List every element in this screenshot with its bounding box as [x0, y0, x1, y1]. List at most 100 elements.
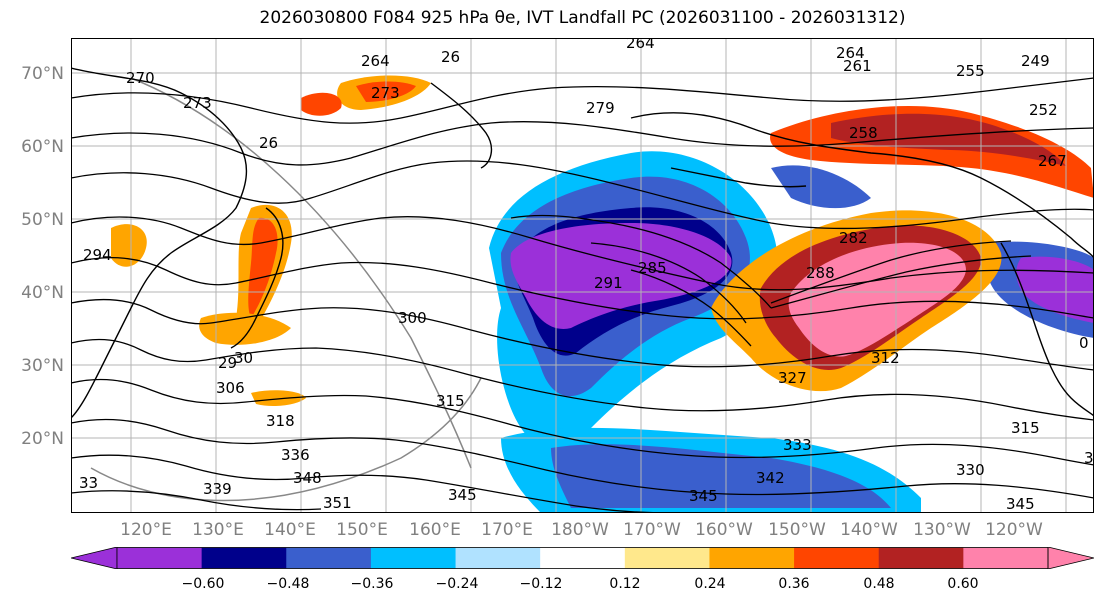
graticule — [71, 38, 1094, 513]
contour-label: 348 — [293, 469, 322, 487]
shading-layer — [111, 75, 1094, 513]
contour-label: 315 — [1011, 419, 1040, 437]
colorbar-extend-high — [1047, 547, 1094, 569]
lon-label-180w: 180°W — [551, 520, 609, 540]
contour-label: 333 — [783, 436, 812, 454]
lon-label-140w: 140°W — [840, 520, 898, 540]
contour-label: 264 — [361, 52, 390, 70]
colorbar-bin — [540, 547, 626, 569]
japan-coastline — [230, 207, 284, 349]
lon-label-150e: 150°E — [336, 520, 388, 540]
colorbar-bin — [455, 547, 541, 569]
lon-label-140e: 140°E — [264, 520, 316, 540]
lon-label-120w: 120°W — [985, 520, 1043, 540]
colorbar-segments — [117, 547, 1049, 569]
lat-label-50n: 50°N — [21, 210, 64, 230]
positive-region-northeast-pacific-core — [788, 242, 966, 357]
contour-label: 327 — [778, 369, 807, 387]
contour-label: 288 — [806, 264, 835, 282]
colorbar-bin — [117, 547, 203, 569]
lat-label-40n: 40°N — [21, 283, 64, 303]
lat-label-20n: 20°N — [21, 429, 64, 449]
contour-label: 264 — [626, 38, 655, 52]
positive-region-siberia — [301, 92, 342, 116]
contour-label: 282 — [839, 229, 868, 247]
contour-label: 336 — [281, 446, 310, 464]
colorbar-extend-low — [71, 547, 118, 569]
landfall-region-outline — [90, 77, 482, 502]
colorbar-bin — [963, 547, 1049, 569]
contour-label: 342 — [756, 469, 785, 487]
contour-label: 345 — [689, 487, 718, 505]
colorbar-tick-label: 0.36 — [778, 576, 810, 592]
lon-label-160e: 160°E — [409, 520, 461, 540]
contour-label: 261 — [843, 57, 872, 75]
contour-label: 26 — [441, 48, 460, 66]
contour-label: 294 — [83, 246, 112, 264]
lat-label-30n: 30°N — [21, 356, 64, 376]
contour-label: 330 — [956, 461, 985, 479]
colorbar — [71, 547, 1094, 569]
lon-label-170e: 170°E — [481, 520, 533, 540]
contour-label: 30 — [234, 349, 253, 367]
lon-label-170w: 170°W — [623, 520, 681, 540]
colorbar-frame — [116, 547, 1049, 569]
colorbar-tick-label: −0.12 — [519, 576, 563, 592]
contour-label: 285 — [638, 259, 667, 277]
positive-region-manchuria — [111, 224, 147, 267]
contour-label: 270 — [126, 69, 155, 87]
contour-label: 3 — [1084, 449, 1094, 467]
colorbar-bin — [286, 547, 372, 569]
positive-region-alaska-core — [831, 113, 1066, 166]
contour-label: 345 — [1006, 495, 1035, 513]
map-canvas: 264 264 26 264 261 255 252 249 270 273 2… — [71, 38, 1094, 513]
negative-region-subtropics-inner — [551, 444, 891, 508]
contour-label: 315 — [436, 392, 465, 410]
colorbar-bin — [624, 547, 710, 569]
contour-label: 291 — [594, 274, 623, 292]
colorbar-bin — [709, 547, 795, 569]
lon-label-160w: 160°W — [695, 520, 753, 540]
contour-label: 279 — [586, 99, 615, 117]
contour-label: 306 — [216, 379, 245, 397]
contour-label: 339 — [203, 480, 232, 498]
kamchatka-coastline — [430, 82, 493, 169]
contour-label: 29 — [218, 354, 237, 372]
map-panel[interactable]: 264 264 26 264 261 255 252 249 270 273 2… — [71, 38, 1094, 513]
contour-label: 351 — [323, 494, 352, 512]
lon-label-130w: 130°W — [913, 520, 971, 540]
colorbar-tick-label: 0.24 — [694, 576, 726, 592]
contour-label: 312 — [871, 349, 900, 367]
colorbar-tick-label: −0.60 — [181, 576, 225, 592]
contour-label: 252 — [1029, 101, 1058, 119]
contour-label: 264 — [836, 44, 865, 62]
contour-label: 345 — [448, 486, 477, 504]
coastlines — [71, 67, 1094, 419]
colorbar-tick-label: 0.48 — [863, 576, 895, 592]
aleutian-islands — [670, 167, 807, 188]
contour-label: 26 — [259, 134, 278, 152]
alaska-coastline — [630, 112, 1094, 259]
contour-label: 0 — [1079, 334, 1089, 352]
contour-label: 267 — [1038, 152, 1067, 170]
colorbar-tick-label: −0.36 — [350, 576, 394, 592]
contour-label: 258 — [849, 124, 878, 142]
positive-region-japan-core — [248, 217, 278, 318]
theta-e-contours — [71, 77, 1094, 513]
map-title: 2026030800 F084 925 hPa θe, IVT Landfall… — [259, 8, 906, 28]
colorbar-tick-label: 0.12 — [609, 576, 641, 592]
north-america-west-coast — [1000, 242, 1094, 417]
colorbar-tick-label: −0.48 — [266, 576, 310, 592]
lon-label-150w: 150°W — [768, 520, 826, 540]
asia-coastline — [71, 67, 248, 419]
lat-label-70n: 70°N — [21, 64, 64, 84]
colorbar-tick-label: 0.60 — [947, 576, 979, 592]
colorbar-bin — [370, 547, 457, 569]
colorbar-tick-label: −0.24 — [435, 576, 479, 592]
negative-region-central-strong — [510, 223, 732, 329]
positive-region-mid-pacific — [251, 390, 306, 406]
contour-label: 249 — [1021, 52, 1050, 70]
colorbar-bin — [794, 547, 880, 569]
contour-label: 273 — [371, 84, 400, 102]
negative-region-west-coast-core — [1016, 256, 1094, 323]
